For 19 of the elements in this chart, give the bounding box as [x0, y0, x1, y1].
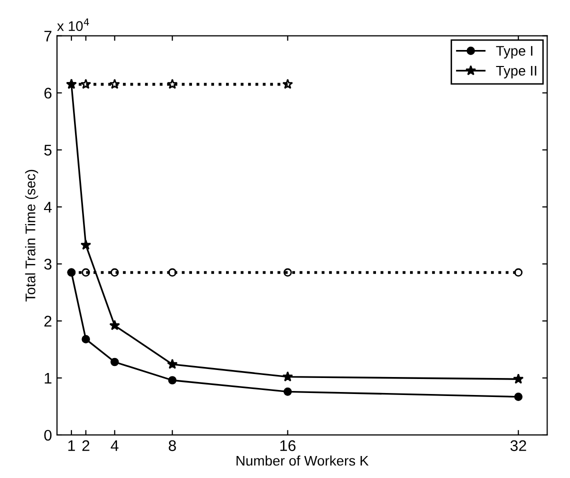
x-tick-label: 8 — [168, 440, 176, 452]
y-tick-label: 5 — [44, 144, 52, 156]
y-tick-label: 0 — [44, 430, 52, 441]
y-tick-label: 2 — [44, 316, 52, 326]
x-tick-label: 1 — [68, 440, 75, 451]
legend-label: Type I — [496, 46, 532, 59]
y-axis-title: Total Train Time (sec) — [25, 170, 38, 302]
legend-label: Type II — [496, 66, 536, 78]
text: x 10$^{4}$ — [57, 18, 90, 32]
x-tick-label: 16 — [280, 440, 296, 452]
y-tick-label: 4 — [44, 202, 52, 212]
x-tick-label: 4 — [110, 440, 118, 451]
y-tick-label: 6 — [44, 88, 52, 99]
x-tick-label: 32 — [510, 440, 526, 452]
x-axis-title: Number of Workers K — [236, 455, 369, 466]
y-tick-label: 7 — [44, 30, 52, 42]
y-tick-label: 3 — [44, 258, 52, 270]
x-tick-label: 2 — [82, 440, 90, 451]
y-tick-label: 1 — [44, 372, 52, 384]
